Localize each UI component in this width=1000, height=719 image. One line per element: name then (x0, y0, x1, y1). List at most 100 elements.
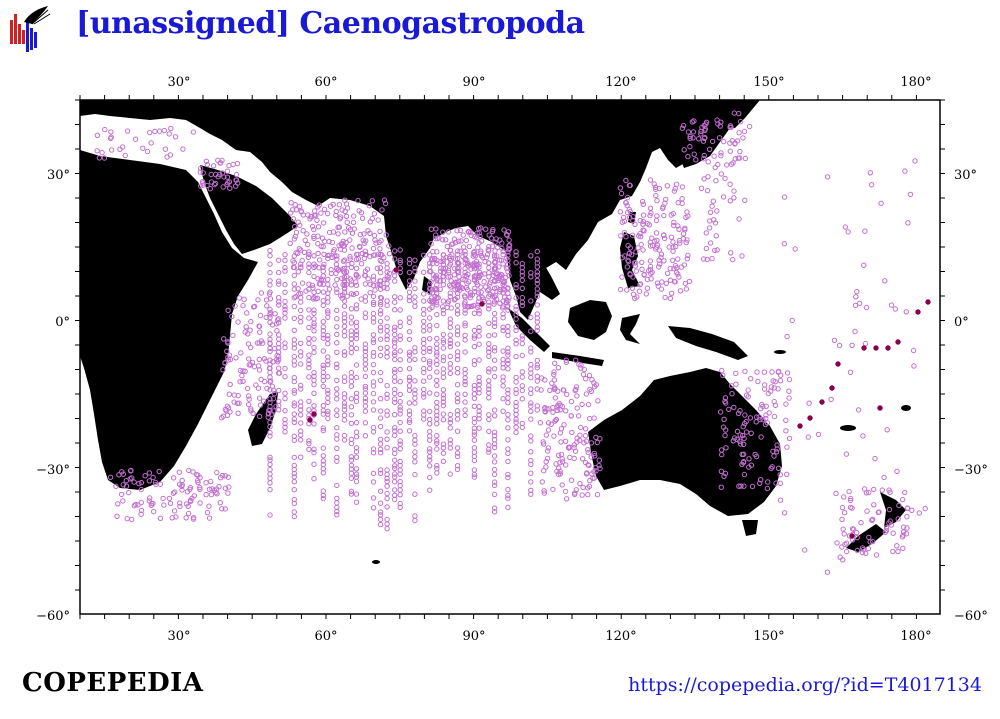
occurrence-point (370, 407, 377, 413)
occurrence-point (912, 158, 918, 164)
occurrence-point (392, 256, 398, 262)
occurrence-point (534, 256, 540, 262)
occurrence-point (197, 500, 203, 506)
occurrence-point (447, 437, 453, 443)
occurrence-point (169, 515, 175, 521)
occurrence-point (412, 491, 418, 497)
occurrence-point (900, 545, 906, 551)
occurrence-point (454, 463, 461, 469)
occurrence-point (664, 183, 670, 189)
new-caledonia-landmass (840, 425, 856, 431)
occurrence-point (346, 225, 352, 231)
occurrence-point (854, 534, 860, 541)
occurrence-point (325, 276, 331, 283)
occurrence-point (221, 336, 227, 342)
occurrence-point (427, 348, 433, 355)
occurrence-point (500, 324, 506, 330)
occurrence-point (871, 502, 877, 508)
occurrence-point (222, 506, 229, 512)
occurrence-point (320, 377, 326, 384)
occurrence-point (900, 496, 906, 503)
occurrence-point (421, 394, 427, 400)
occurrence-point (311, 449, 317, 456)
occurrence-point (900, 529, 907, 535)
occurrence-point (468, 266, 474, 272)
occurrence-point (341, 303, 348, 309)
occurrence-point (786, 435, 793, 441)
occurrence-point (711, 153, 717, 159)
occurrence-point (727, 198, 733, 204)
occurrence-point (843, 548, 850, 555)
occurrence-point (446, 269, 452, 276)
occurrence-point (235, 410, 241, 416)
occurrence-point (748, 430, 754, 436)
occurrence-point (587, 477, 593, 484)
occurrence-point (909, 507, 915, 513)
occurrence-point (783, 417, 789, 423)
occurrence-point (583, 471, 590, 477)
occurrence-point (336, 202, 343, 208)
occurrence-point (743, 392, 750, 398)
occurrence-point (505, 357, 511, 364)
occurrence-point (276, 370, 283, 376)
occurrence-point (256, 413, 263, 420)
occurrence-point (722, 470, 729, 477)
occurrence-point (684, 237, 690, 243)
occurrence-point (305, 241, 311, 248)
occurrence-point (370, 390, 377, 397)
occurrence-point (707, 209, 714, 216)
occurrence-point (342, 229, 348, 235)
occurrence-point (496, 273, 502, 279)
occurrence-point (276, 387, 282, 394)
occurrence-point (334, 316, 340, 322)
copepedia-url-link[interactable]: https://copepedia.org/?id=T4017134 (628, 674, 982, 696)
occurrence-point (597, 436, 603, 442)
occurrence-point (166, 131, 172, 137)
occurrence-point (503, 255, 510, 261)
occurrence-point (348, 454, 355, 460)
occurrence-point (370, 470, 377, 477)
occurrence-point (771, 413, 778, 420)
occurrence-point (298, 307, 304, 314)
occurrence-point (763, 403, 769, 409)
occurrence-point (370, 273, 377, 279)
occurrence-point (438, 258, 444, 265)
occurrence-point (632, 263, 638, 269)
occurrence-point (486, 416, 492, 423)
occurrence-point (94, 132, 101, 139)
occurrence-point (700, 256, 707, 262)
occurrence-point (528, 328, 534, 334)
occurrence-point (904, 505, 911, 512)
occurrence-point (753, 419, 759, 425)
occurrence-point (147, 129, 153, 136)
occurrence-point (473, 265, 480, 271)
occurrence-point (206, 515, 213, 521)
occurrence-point (329, 239, 336, 246)
occurrence-point (314, 217, 320, 224)
occurrence-point (299, 257, 305, 264)
occurrence-point (334, 340, 340, 346)
occurrence-point (841, 531, 847, 537)
occurrence-point (727, 124, 733, 131)
occurrence-point (240, 368, 246, 374)
occurrence-point (298, 412, 304, 418)
occurrence-point (267, 296, 274, 302)
occurrence-point (505, 366, 511, 372)
occurrence-point (460, 276, 466, 283)
occurrence-point (486, 333, 492, 339)
occurrence-point (639, 259, 645, 265)
occurrence-point (567, 454, 573, 461)
occurrence-point (306, 340, 312, 346)
occurrence-point (225, 307, 231, 314)
occurrence-point (864, 508, 870, 514)
occurrence-point (503, 299, 510, 306)
occurrence-point (384, 383, 390, 389)
occurrence-point (377, 278, 383, 284)
occurrence-point (208, 492, 215, 498)
occurrence-point (377, 408, 384, 414)
occurrence-point (152, 479, 159, 486)
occurrence-point (377, 377, 384, 384)
occurrence-point (337, 216, 343, 222)
highlight-point (819, 399, 825, 405)
occurrence-point (454, 382, 461, 388)
